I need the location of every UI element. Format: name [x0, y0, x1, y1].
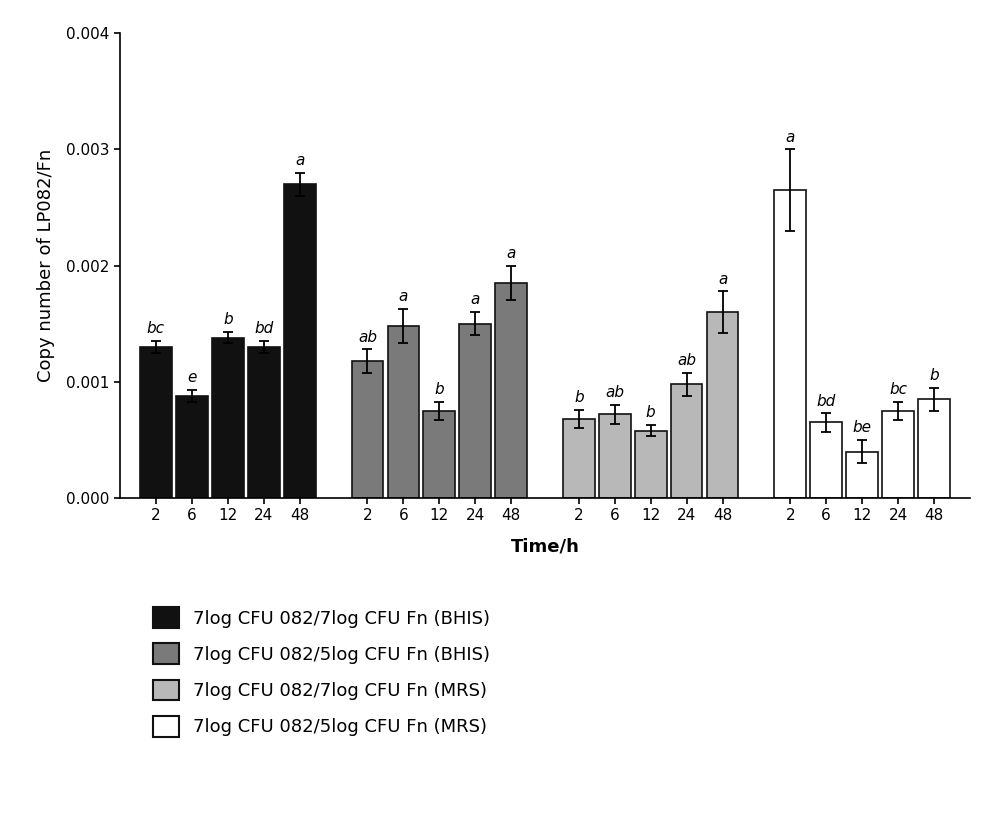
Text: bc: bc	[889, 382, 907, 397]
Bar	[212, 338, 244, 498]
Text: ab: ab	[677, 353, 696, 368]
Text: a: a	[399, 289, 408, 304]
Legend: 7log CFU 082/7log CFU Fn (BHIS), 7log CFU 082/5log CFU Fn (BHIS), 7log CFU 082/7: 7log CFU 082/7log CFU Fn (BHIS), 7log CF…	[146, 600, 497, 744]
Text: b: b	[929, 368, 939, 383]
Bar	[846, 452, 878, 498]
Bar	[495, 283, 527, 498]
Text: b: b	[574, 390, 584, 405]
Text: ab: ab	[605, 385, 624, 400]
Text: a: a	[295, 153, 304, 168]
Text: bd: bd	[254, 321, 273, 336]
Bar	[635, 431, 667, 498]
Text: bc: bc	[147, 321, 165, 336]
Bar	[352, 361, 383, 498]
Text: a: a	[506, 246, 516, 261]
Bar	[918, 399, 950, 498]
Bar	[423, 411, 455, 498]
Bar	[140, 347, 172, 498]
Text: bd: bd	[817, 393, 836, 408]
Text: a: a	[471, 292, 480, 307]
Text: ab: ab	[358, 330, 377, 344]
Bar	[671, 384, 702, 498]
Bar	[176, 396, 208, 498]
X-axis label: Time/h: Time/h	[511, 537, 579, 555]
Text: b: b	[646, 405, 656, 420]
Bar	[563, 419, 595, 498]
Bar	[459, 324, 491, 498]
Bar	[248, 347, 280, 498]
Text: b: b	[434, 382, 444, 397]
Bar	[599, 414, 631, 498]
Text: be: be	[853, 420, 872, 435]
Bar	[882, 411, 914, 498]
Bar	[284, 184, 316, 498]
Bar	[774, 190, 806, 498]
Bar	[707, 312, 738, 498]
Text: b: b	[223, 312, 233, 327]
Text: e: e	[187, 370, 197, 385]
Bar	[810, 422, 842, 498]
Text: a: a	[718, 271, 727, 286]
Y-axis label: Copy number of LP082/Fn: Copy number of LP082/Fn	[37, 149, 55, 383]
Bar	[388, 326, 419, 498]
Text: a: a	[786, 129, 795, 144]
